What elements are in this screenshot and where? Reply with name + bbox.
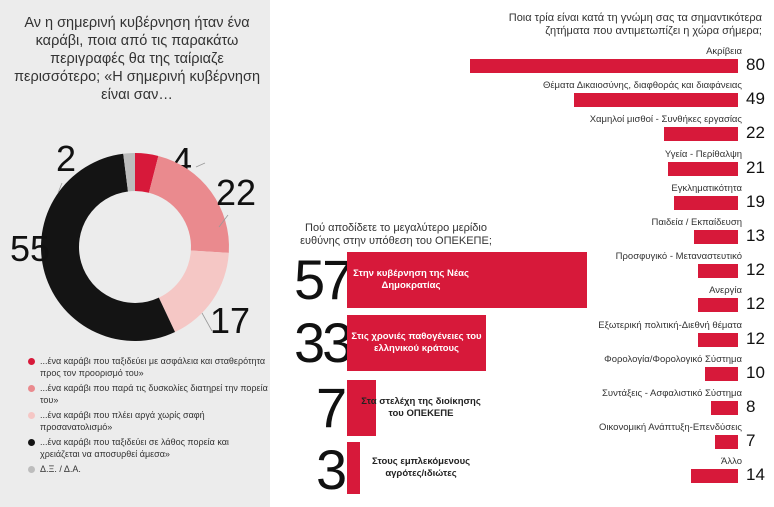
legend-swatch [28, 466, 35, 473]
legend-swatch [28, 385, 35, 392]
donut-legend-item: ...ένα καράβι που ταξιδεύει με ασφάλεια … [28, 356, 268, 379]
responsibility-bar [347, 252, 587, 308]
issue-bar [714, 435, 738, 450]
issue-label: Χαμηλοί μισθοί - Συνθήκες εργασίας [589, 114, 742, 126]
responsibility-bar [347, 315, 486, 371]
donut-slice-2 [148, 155, 230, 253]
legend-swatch [28, 412, 35, 419]
issue-label: Εξωτερική πολιτική-Διεθνή θέματα [598, 319, 742, 331]
issue-value: 7 [746, 431, 756, 451]
donut-legend-item: ...ένα καράβι που πλέει αργά χωρίς σαφή … [28, 410, 268, 433]
donut-slice-5 [123, 153, 135, 192]
left-panel: Αν η σημερινή κυβέρνηση ήταν ένα καράβι,… [0, 0, 270, 507]
issue-value: 49 [746, 89, 765, 109]
issue-value: 14 [746, 465, 765, 485]
issue-bar [697, 298, 738, 313]
donut-value-label-3: 17 [210, 300, 250, 341]
responsibility-value: 7 [316, 376, 347, 439]
donut-slice-4 [40, 153, 176, 341]
issue-label: Υγεία - Περίθαλψη [664, 148, 742, 160]
issue-bar [573, 93, 738, 108]
issue-bar [704, 366, 738, 381]
legend-label: ...ένα καράβι που ταξιδεύει σε λάθος πορ… [40, 437, 229, 459]
issue-bar [667, 161, 738, 176]
responsibility-label: Στις χρονιές παθογένειες του ελληνικού κ… [351, 331, 482, 354]
issue-value: 12 [746, 294, 765, 314]
donut-value-label-5: 2 [56, 138, 76, 179]
responsibility-value: 57 [294, 248, 353, 311]
legend-swatch [28, 439, 35, 446]
issue-bar [711, 401, 738, 415]
issue-label: Άλλο [721, 456, 742, 468]
legend-label: ...ένα καράβι που ταξιδεύει με ασφάλεια … [40, 356, 266, 378]
issue-label: Προσφυγικό - Μεταναστευτικό [615, 251, 742, 263]
donut-legend-item: ...ένα καράβι που ταξιδεύει σε λάθος πορ… [28, 437, 268, 460]
donut-leader-line [57, 182, 63, 194]
legend-label: ...ένα καράβι που πλέει αργά χωρίς σαφή … [40, 410, 205, 432]
issue-value: 21 [746, 157, 765, 177]
responsibility-chart-title: Πού αποδίδετε το μεγαλύτερο μερίδιο ευθύ… [300, 222, 492, 247]
issue-bar [697, 264, 738, 279]
donut-value-label-2: 22 [216, 172, 256, 213]
responsibility-value: 33 [294, 311, 353, 374]
issue-label: Ακρίβεια [706, 46, 742, 57]
issue-value: 12 [746, 328, 765, 348]
issue-label: Θέματα Δικαιοσύνης, διαφθοράς και διαφάν… [542, 80, 742, 92]
donut-leader-line [195, 162, 206, 168]
issue-bar [470, 59, 738, 73]
issue-value: 12 [746, 260, 765, 280]
issue-label: Ανεργία [709, 285, 742, 297]
issue-label: Οικονομική Ανάπτυξη-Επενδύσεις [599, 422, 742, 434]
responsibility-bar [347, 380, 377, 436]
donut-value-label-4: 55 [10, 228, 50, 269]
issue-value: 22 [746, 123, 765, 143]
responsibility-label: Στα στελέχη της διοίκησης του ΟΠΕΚΕΠΕ [361, 396, 481, 419]
donut-question: Αν η σημερινή κυβέρνηση ήταν ένα καράβι,… [13, 15, 261, 103]
legend-label: Δ.Ξ. / Δ.Α. [40, 464, 81, 474]
issue-bar [664, 127, 738, 142]
responsibility-label: Στην κυβέρνηση της Νέας Δημοκρατίας [353, 268, 469, 291]
issue-value: 80 [746, 55, 765, 74]
donut-legend: ...ένα καράβι που ταξιδεύει με ασφάλεια … [28, 356, 268, 480]
donut-legend-item: Δ.Ξ. / Δ.Α. [28, 464, 268, 476]
issue-value: 13 [746, 226, 765, 245]
issue-bar [674, 195, 738, 210]
legend-label: ...ένα καράβι που παρά τις δυσκολίες δια… [40, 383, 268, 405]
issue-value: 10 [746, 362, 765, 382]
legend-swatch [28, 358, 35, 365]
issue-label: Φορολογία/Φορολογικό Σύστημα [604, 353, 742, 365]
issue-value: 19 [746, 191, 765, 211]
responsibility-bar [347, 442, 360, 494]
responsibility-value: 3 [316, 438, 347, 501]
issue-label: Εγκληματικότητα [671, 182, 742, 194]
issue-bar [691, 469, 738, 484]
donut-slice-1 [135, 153, 159, 193]
donut-leader-line [201, 312, 213, 332]
donut-legend-item: ...ένα καράβι που παρά τις δυσκολίες δια… [28, 383, 268, 406]
issue-bar [697, 332, 738, 347]
issue-label: Συντάξεις - Ασφαλιστικό Σύστημα [602, 388, 742, 399]
donut-leader-line [218, 214, 229, 228]
issue-bar [694, 230, 738, 244]
issue-value: 8 [746, 397, 756, 416]
responsibility-label: Στους εμπλεκόμενους αγρότες/ιδιώτες [371, 456, 471, 479]
issue-label: Παιδεία / Εκπαίδευση [651, 217, 742, 228]
donut-slice-3 [158, 250, 229, 333]
issues-chart-title: Ποια τρία είναι κατά τη γνώμη σας τα σημ… [508, 12, 762, 37]
